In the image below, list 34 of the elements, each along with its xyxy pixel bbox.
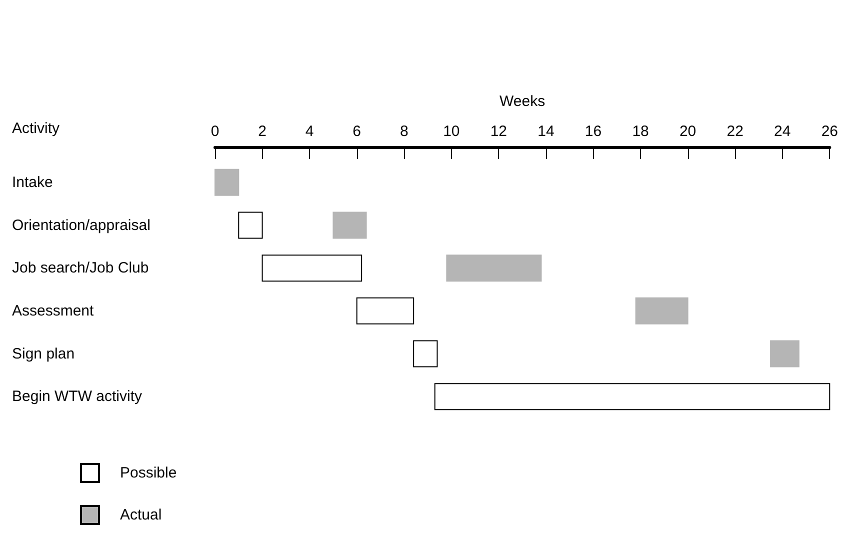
y-tick-label: Begin WTW activity <box>12 388 143 406</box>
x-tick-label: 8 <box>400 123 408 140</box>
bar <box>434 383 830 410</box>
x-axis-title: Weeks <box>500 93 546 110</box>
bar <box>770 340 800 368</box>
x-tick-label: 10 <box>443 123 460 140</box>
bar <box>446 254 542 282</box>
x-tick-label: 12 <box>490 123 508 140</box>
x-tick-label: 14 <box>538 123 554 140</box>
x-tick-label: 16 <box>584 123 602 140</box>
y-tick-label: Intake <box>12 174 53 191</box>
y-tick-label: Assessment <box>12 302 95 320</box>
y-tick-label: Job search/Job Club <box>12 260 149 277</box>
y-tick-label: Sign plan <box>12 345 75 362</box>
x-tick-label: 20 <box>679 123 696 140</box>
bar <box>214 168 240 196</box>
bar <box>635 297 688 324</box>
x-tick-label: 24 <box>774 123 791 140</box>
y-axis-title: Activity <box>12 120 60 137</box>
legend-label: Possible <box>120 464 177 482</box>
bar <box>356 297 414 324</box>
x-tick-label: 18 <box>632 123 649 140</box>
bar <box>413 340 438 368</box>
x-tick-label: 4 <box>305 123 314 140</box>
y-tick-label: Orientation/appraisal <box>12 216 150 234</box>
bar <box>262 254 362 282</box>
bar <box>238 212 263 239</box>
x-tick-label: 6 <box>352 123 362 140</box>
x-tick-label: 0 <box>210 123 220 140</box>
x-tick-label: 26 <box>821 123 838 140</box>
legend-label: Actual <box>120 506 162 524</box>
x-tick-label: 22 <box>726 123 744 140</box>
bar <box>332 212 367 239</box>
x-tick-label: 2 <box>258 123 266 140</box>
